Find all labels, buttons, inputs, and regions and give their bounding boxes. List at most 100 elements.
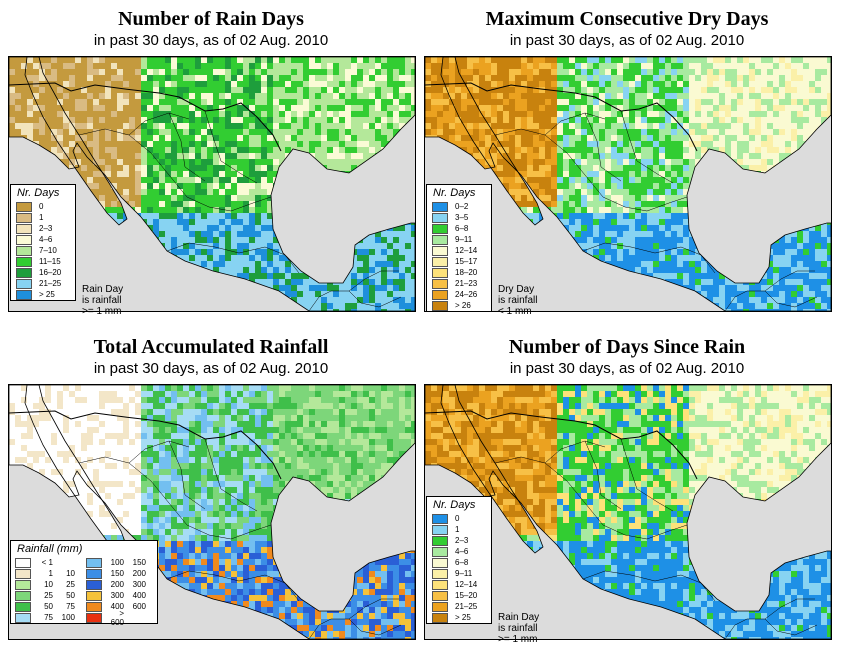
state-boundary	[128, 112, 190, 136]
legend-item: 15–17	[427, 256, 491, 267]
legend-swatch	[432, 267, 448, 278]
legend-swatch	[432, 201, 448, 212]
map-days-since-rain	[424, 384, 832, 640]
legend-item: > 600	[86, 609, 153, 627]
legend-label: 15–17	[455, 257, 478, 266]
legend-range-high: 200	[132, 569, 146, 578]
panel-title: Total Accumulated Rainfall	[93, 336, 329, 358]
state-boundary	[566, 152, 604, 198]
state-boundary	[544, 112, 606, 136]
legend-range-low: 10	[44, 580, 53, 589]
panel-subtitle: in past 30 days, as of 02 Aug. 2010	[509, 360, 745, 377]
legend-swatch	[86, 568, 102, 579]
legend-label: 21–25	[455, 602, 478, 611]
legend-label: > 26	[455, 301, 471, 310]
legend-swatch	[432, 535, 448, 546]
legend-title: Nr. Days	[17, 187, 60, 199]
legend-swatch	[432, 557, 448, 568]
legend-swatch	[432, 223, 448, 234]
legend-item: 400 600	[86, 601, 153, 612]
state-boundary	[584, 440, 622, 510]
panel-days-since-rain: Number of Days Since Rain in past 30 day…	[424, 336, 832, 650]
state-boundary	[78, 128, 152, 154]
legend-swatch	[16, 223, 32, 234]
legend-item: 24–26	[427, 289, 491, 300]
baja-coastline	[24, 57, 128, 226]
legend-swatch	[16, 212, 32, 223]
legend: Nr. Days 0–2 3–5 6–8 9–11 12–14 15–17 18–20 21–…	[426, 184, 492, 312]
legend-swatch	[86, 590, 102, 601]
legend-swatch	[86, 579, 102, 590]
panel-title: Maximum Consecutive Dry Days	[485, 8, 769, 30]
legend-label: 4–6	[455, 547, 469, 556]
state-boundary	[186, 196, 272, 212]
legend-item: 11–15	[11, 256, 75, 267]
legend-range-low: 100	[110, 558, 124, 567]
state-boundary	[582, 570, 682, 582]
legend-range-high: 150	[132, 558, 146, 567]
legend-item: 0–2	[427, 201, 491, 212]
state-boundary	[582, 242, 682, 254]
legend-title: Nr. Days	[433, 187, 476, 199]
legend-item: > 25	[427, 612, 491, 623]
legend-item: 9–11	[427, 568, 491, 579]
legend-item: 0	[427, 513, 491, 524]
state-boundary	[602, 524, 688, 540]
legend-item: 21–25	[427, 601, 491, 612]
legend-range-low: 200	[110, 580, 124, 589]
state-boundary	[348, 290, 402, 308]
legend-swatch	[432, 612, 448, 623]
legend-label: 24–26	[455, 290, 478, 299]
legend-label: 4–6	[39, 235, 53, 244]
state-boundary	[584, 112, 622, 182]
legend-item: 200 300	[86, 579, 153, 590]
panel-subtitle: in past 30 days, as of 02 Aug. 2010	[509, 32, 745, 49]
map-dry-days	[424, 56, 832, 312]
legend-item: 150 200	[86, 568, 153, 579]
state-boundary	[168, 112, 206, 182]
legend-item: 50 75	[15, 601, 82, 612]
legend-label: 1	[455, 525, 460, 534]
legend-label: 11–15	[39, 257, 61, 266]
legend-item: 15–20	[427, 590, 491, 601]
state-boundary	[150, 480, 188, 526]
legend-label: 9–11	[455, 569, 473, 578]
legend-range-low: 25	[44, 591, 53, 600]
legend-label: 0	[39, 202, 44, 211]
map-canvas	[9, 57, 415, 311]
coastline	[9, 57, 415, 311]
state-boundary	[150, 152, 188, 198]
legend-swatch	[432, 579, 448, 590]
legend-swatch	[432, 256, 448, 267]
map-canvas	[425, 57, 831, 311]
legend-swatch	[16, 245, 32, 256]
legend-item: 25 50	[15, 590, 82, 601]
state-boundary	[680, 574, 716, 602]
legend-item: 4–6	[11, 234, 75, 245]
legend-item: 3–5	[427, 212, 491, 223]
legend-label: 21–23	[455, 279, 478, 288]
state-boundary	[348, 618, 402, 636]
state-boundary	[680, 246, 716, 274]
panel-subtitle: in past 30 days, as of 02 Aug. 2010	[93, 360, 329, 377]
legend-swatch	[16, 256, 32, 267]
legend-item: 12–14	[427, 579, 491, 590]
legend-label: 21–25	[39, 279, 62, 288]
legend-swatch	[16, 201, 32, 212]
panel-title: Number of Days Since Rain	[508, 336, 746, 358]
legend-label: > 25	[39, 290, 55, 299]
legend-item: 6–8	[427, 223, 491, 234]
coastline	[425, 57, 831, 311]
state-boundary	[602, 196, 688, 212]
panel-title: Number of Rain Days	[118, 8, 304, 30]
legend-label: 18–20	[455, 268, 478, 277]
legend-swatch	[432, 601, 448, 612]
legend-item: 1	[11, 212, 75, 223]
legend-label: 0	[455, 514, 460, 523]
legend-note: Rain Day is rainfall >= 1 mm	[82, 284, 124, 317]
legend-range-low: < 1	[41, 558, 53, 567]
state-boundary	[620, 438, 674, 512]
baja-coastline	[440, 57, 544, 226]
legend-swatch	[86, 601, 102, 612]
us-mexico-border	[425, 82, 698, 152]
